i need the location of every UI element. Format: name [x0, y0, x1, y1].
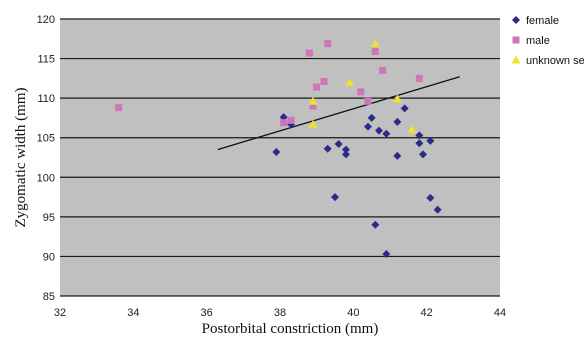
male-point [313, 83, 321, 91]
x-tick-label: 34 [127, 307, 139, 319]
male-point [305, 49, 313, 57]
legend-marker-male [512, 36, 520, 44]
unknown-sex-point [345, 77, 355, 86]
female-point [419, 150, 427, 159]
female-point [375, 126, 383, 135]
female-point [371, 220, 380, 229]
plot-area [60, 19, 500, 296]
female-point [426, 193, 435, 202]
male-point [324, 40, 332, 48]
y-tick-label: 95 [43, 212, 55, 224]
x-tick-label: 40 [347, 307, 359, 319]
x-tick-label: 36 [201, 307, 213, 319]
x-tick-label: 44 [494, 307, 506, 319]
unknown-sex-point [308, 96, 318, 105]
female-point [342, 145, 350, 154]
x-tick-label: 38 [274, 307, 286, 319]
unknown-sex-point [308, 119, 318, 128]
y-tick-label: 105 [37, 133, 55, 145]
female-point [400, 104, 409, 113]
legend-marker-female [512, 16, 520, 24]
female-point [393, 117, 402, 126]
legend-marker-unknown-sex [511, 55, 521, 64]
male-point [364, 97, 372, 105]
x-tick-label: 42 [421, 307, 433, 319]
trendline-group [217, 76, 460, 151]
y-tick-label: 90 [43, 251, 55, 263]
male-point [115, 104, 123, 112]
female-point [323, 144, 332, 153]
male-point [309, 102, 317, 110]
female-point [272, 147, 281, 156]
male-point [371, 47, 379, 55]
legend-label: female [526, 15, 559, 27]
male-point [287, 116, 295, 124]
gridlines [60, 18, 500, 297]
x-tick-label: 32 [54, 307, 66, 319]
female-point [393, 151, 402, 160]
female-point [367, 113, 376, 122]
legend-label: male [526, 35, 550, 47]
male-point [357, 88, 365, 96]
unknown-sex-point [392, 94, 402, 103]
trendline [217, 76, 460, 151]
x-axis-title: Postorbital constriction (mm) [202, 321, 379, 337]
tick-labels: 85 90 95 100 105 110 115 120 32 34 36 38 40 42 44 [37, 14, 506, 319]
y-tick-label: 115 [37, 54, 55, 66]
y-tick-label: 100 [37, 172, 55, 184]
female-point [415, 139, 424, 148]
y-axis-title: Zygomatic width (mm) [13, 88, 29, 228]
female-point [415, 131, 424, 140]
unknown-sex-point [370, 39, 380, 48]
y-tick-label: 120 [37, 14, 55, 26]
legend: female male unknown sex [511, 15, 584, 67]
female-point [334, 140, 343, 149]
female-point [426, 136, 435, 145]
unknown-sex-point [407, 125, 417, 134]
female-point [331, 193, 339, 202]
female-point [382, 129, 391, 138]
male-point [415, 74, 423, 82]
y-tick-label: 110 [37, 93, 55, 105]
female-point [382, 250, 391, 259]
female-point [364, 122, 372, 131]
female-point [433, 205, 442, 214]
male-point [320, 78, 328, 86]
female-point [342, 150, 350, 159]
data-points [115, 39, 442, 259]
legend-label: unknown sex [526, 55, 584, 67]
female-point [279, 113, 288, 122]
male-point [280, 119, 288, 127]
y-tick-label: 85 [43, 291, 55, 303]
male-point [379, 66, 387, 74]
